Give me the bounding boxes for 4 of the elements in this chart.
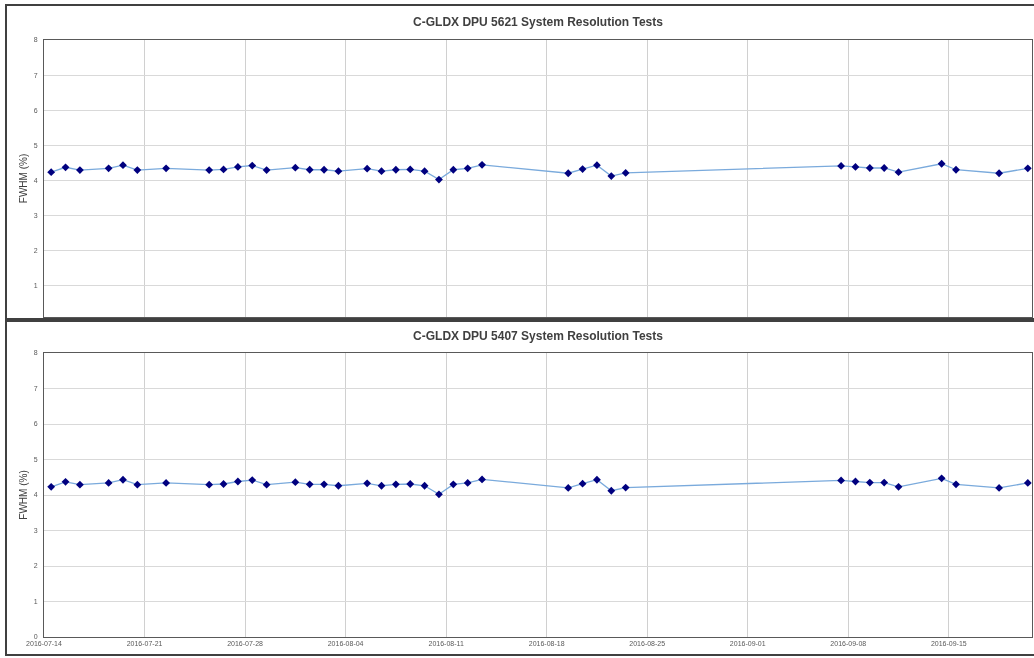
y-axis-title: FWHM (%)	[17, 153, 29, 204]
chart-title: C-GLDX DPU 5621 System Resolution Tests	[413, 15, 664, 30]
chart-title: C-GLDX DPU 5407 System Resolution Tests	[413, 329, 664, 344]
y-axis-title: FWHM (%)	[17, 470, 29, 520]
